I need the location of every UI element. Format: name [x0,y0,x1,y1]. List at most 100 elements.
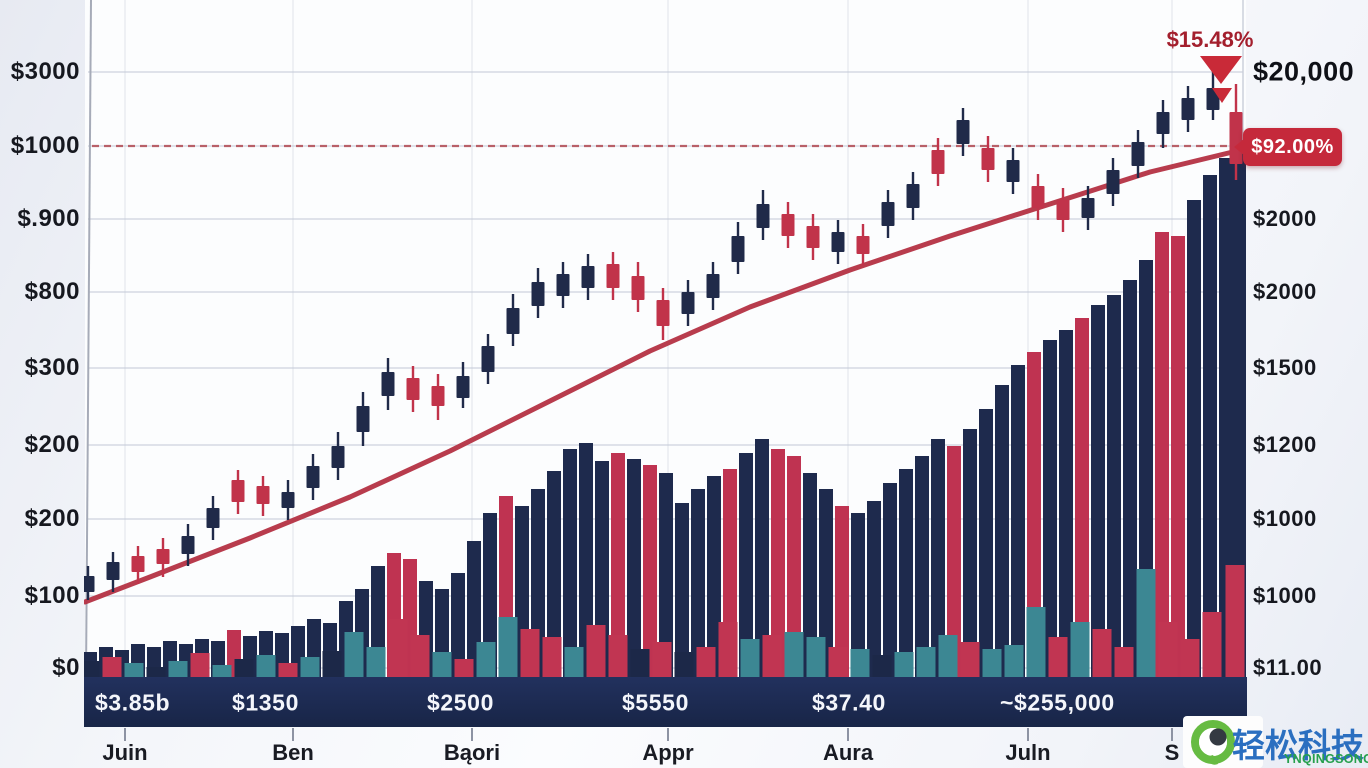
volume-bar [762,635,782,677]
candle-body [1106,170,1120,194]
candle-body [706,274,720,298]
mid-bar [1107,295,1121,677]
footer-band [84,677,1247,727]
mid-bar [1011,365,1025,677]
trend-line [84,146,1248,605]
volume-bar [520,629,540,677]
mid-bar [963,429,977,677]
candle-body [781,214,795,236]
volume-bar [542,637,562,677]
volume-bar [1026,607,1046,677]
volume-bar [278,663,298,677]
volume-bar [652,642,672,677]
candle-body [306,466,320,488]
candle-body [281,492,295,508]
candle-body [1181,98,1195,120]
mid-bar [995,385,1009,677]
volume-bar [146,667,166,677]
volume-bar [608,635,628,677]
candle-body [731,236,745,262]
watermark-brand-text: 轻松科技 [1232,727,1364,764]
footer-value-label: $2500 [427,689,494,716]
mid-bar [483,513,497,677]
volume-bar [454,659,474,677]
volume-bar [1136,569,1156,677]
volume-bar [212,665,232,677]
volume-bar [718,622,738,677]
candle-body [356,406,370,432]
candle-body [431,386,445,406]
left-axis-label: $100 [24,582,80,609]
candle-body [206,508,220,528]
volume-bar [1225,565,1245,677]
candle-body [606,264,620,288]
candle-body [856,236,870,254]
volume-bar [432,652,452,677]
candle-body [131,556,145,572]
candle-body [1056,200,1070,220]
mid-bar [771,449,785,677]
mid-bar [851,513,865,677]
volume-bar [916,647,936,677]
volume-bar [1114,647,1134,677]
right-axis-label: $1000 [1253,583,1317,608]
mid-bar [1075,318,1089,677]
candle-body [956,120,970,144]
candle-body [331,446,345,468]
candle-body [881,202,895,226]
mid-bar [595,461,609,677]
gain-percent-value: $92.00% [1251,135,1334,158]
mid-bar [547,471,561,677]
candle-body [1131,142,1145,166]
left-axis-label: $3000 [10,58,80,85]
candle-body [381,372,395,396]
candle-body [1081,198,1095,218]
candle-body [84,576,95,592]
candle-body [181,536,195,554]
x-axis-month-label: Ben [272,740,314,765]
right-axis-label: $11.00 [1253,655,1323,680]
volume-bar [564,647,584,677]
candle-body [231,480,245,502]
mid-bar [1219,158,1233,677]
mid-bar [675,503,689,677]
volume-bar [1048,637,1068,677]
candle-body [656,300,670,326]
volume-bar [190,653,210,677]
mid-bar [707,476,721,677]
volume-bar [322,651,342,677]
mid-bar [947,446,961,677]
mid-bar [579,443,593,677]
volume-bar [960,642,980,677]
candle-body [1031,186,1045,208]
left-axis-label: $800 [24,278,80,305]
right-axis-label: $20,000 [1253,56,1355,87]
volume-bar [102,657,122,677]
candle-body [156,549,170,564]
down-triangle-icon [1200,56,1242,84]
candle-body [256,486,270,504]
volume-bar [784,632,804,677]
mid-bar [643,465,657,677]
left-axis-label: $300 [24,354,80,381]
left-axis-label: $1000 [10,132,80,159]
volume-bar [740,639,760,677]
mid-bar [883,483,897,677]
mid-bar [867,501,881,677]
right-axis-label: $1500 [1253,355,1317,380]
mid-bar [691,489,705,677]
volume-bar [84,661,100,677]
candle-body [506,308,520,334]
volume-bar [674,652,694,677]
mid-bar [563,449,577,677]
left-axis-label: $200 [24,505,80,532]
volume-bar [344,632,364,677]
candle-body [1156,112,1170,134]
candle-body [1006,160,1020,182]
volume-bar [1158,622,1178,677]
candle-body [806,226,820,248]
gain-percent-badge[interactable]: $92.00% [1243,128,1342,166]
down-triangle-small-icon [1212,88,1232,103]
volume-bar [586,625,606,677]
